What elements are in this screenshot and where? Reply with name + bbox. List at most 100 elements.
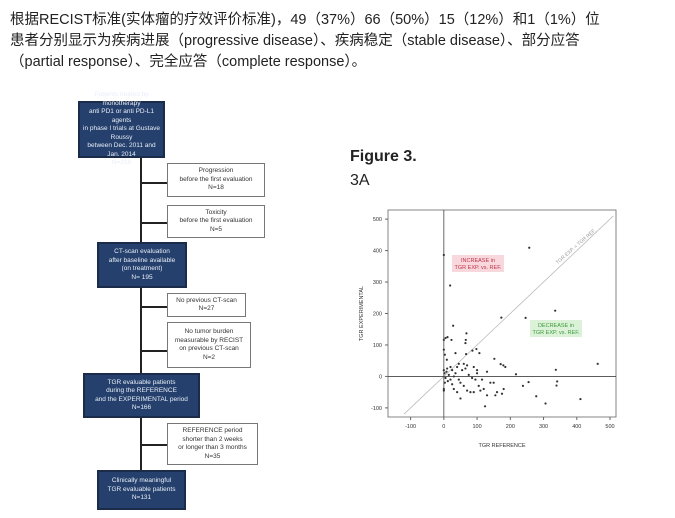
data-point bbox=[457, 378, 460, 381]
decrease-label: DECREASE in bbox=[538, 323, 574, 329]
box-text-line: Clinically meaningful bbox=[111, 477, 172, 485]
box-text-line: TGR evaluable patients bbox=[107, 378, 176, 386]
data-point bbox=[444, 376, 447, 380]
box-text-line: Progression bbox=[198, 167, 234, 175]
data-point bbox=[500, 392, 504, 395]
data-point bbox=[442, 348, 445, 351]
data-point bbox=[446, 380, 449, 383]
data-point bbox=[442, 253, 445, 257]
data-point bbox=[500, 316, 503, 319]
data-point bbox=[459, 381, 462, 384]
box-text-line: (on treatment) bbox=[121, 265, 163, 272]
flow-main-box: CT-scan evaluation after baseline availab… bbox=[97, 242, 187, 288]
data-point bbox=[445, 370, 448, 373]
box-text-line: TGR evaluable patients bbox=[107, 485, 176, 493]
data-point bbox=[485, 394, 489, 397]
flow-excluded-box: Progression before the first evaluation N=… bbox=[167, 163, 265, 197]
data-point bbox=[470, 376, 474, 380]
flow-main-box: TGR evaluable patients during the REFEREN… bbox=[83, 373, 200, 418]
box-text-line: No previous CT-scan bbox=[176, 296, 237, 304]
data-point bbox=[464, 341, 467, 345]
x-tick-label: 0 bbox=[442, 424, 445, 430]
flow-branch bbox=[141, 182, 167, 184]
box-text-line: in phase I trials at Gustave Roussy bbox=[83, 125, 160, 141]
box-text-line: anti PD1 or anti PD-L1 agents bbox=[88, 108, 155, 124]
data-point bbox=[442, 389, 445, 392]
data-point bbox=[452, 387, 455, 391]
data-point bbox=[485, 370, 489, 373]
flow-branch bbox=[141, 350, 167, 352]
data-point bbox=[475, 372, 479, 375]
paragraph-line: 根据RECIST标准(实体瘤的疗效评价标准)，49（37%）66（50%）15（… bbox=[10, 12, 600, 28]
data-point bbox=[554, 368, 557, 371]
data-point bbox=[483, 405, 487, 408]
data-point bbox=[471, 349, 474, 352]
body-paragraph: 根据RECIST标准(实体瘤的疗效评价标准)，49（37%）66（50%）15（… bbox=[10, 10, 670, 73]
box-text-line: shorter than 2 weeks bbox=[182, 435, 243, 443]
figure-title: Figure 3. bbox=[350, 148, 417, 165]
data-point bbox=[466, 364, 469, 367]
decrease-label-bg bbox=[530, 320, 582, 337]
box-text-line: N=27 bbox=[198, 305, 215, 312]
box-text-line: N=131 bbox=[131, 494, 152, 502]
data-point bbox=[472, 365, 475, 369]
flow-branch bbox=[141, 444, 167, 446]
data-point bbox=[447, 373, 450, 376]
flow-excluded-box: Toxicity before the first evaluation N=5 bbox=[167, 205, 265, 238]
box-text-line: N=5 bbox=[209, 225, 223, 233]
increase-label: INCREASE in bbox=[461, 258, 495, 264]
x-tick-label: -100 bbox=[405, 424, 416, 430]
data-point bbox=[462, 384, 465, 387]
data-point bbox=[494, 394, 497, 397]
data-point bbox=[528, 246, 531, 249]
flow-spine bbox=[140, 158, 142, 470]
box-text-line: after baseline available bbox=[108, 256, 176, 264]
y-tick-label: 0 bbox=[379, 374, 382, 380]
data-point bbox=[514, 373, 518, 376]
flow-main-box: Patients treated by monotherapy anti PD1 … bbox=[78, 91, 165, 166]
data-point bbox=[555, 384, 558, 387]
box-text-line: measurable by RECIST bbox=[174, 336, 244, 344]
data-point bbox=[451, 369, 454, 372]
data-point bbox=[502, 387, 505, 391]
data-point bbox=[521, 384, 525, 387]
x-tick-label: 300 bbox=[539, 424, 548, 430]
data-point bbox=[492, 381, 495, 384]
box-text-line: before the first evaluation bbox=[179, 175, 253, 183]
decrease-label: TGR EXP. vs. REF. bbox=[533, 330, 580, 336]
y-tick-label: 500 bbox=[373, 217, 382, 223]
box-text-line: Patients treated by monotherapy bbox=[94, 91, 149, 107]
data-point bbox=[466, 389, 469, 392]
data-point bbox=[475, 347, 478, 351]
data-point bbox=[544, 402, 547, 405]
data-point bbox=[449, 365, 452, 369]
paragraph-line: 患者分别显示为疾病进展（progressive disease）、疾病稳定（st… bbox=[10, 33, 580, 49]
data-point bbox=[478, 352, 481, 355]
x-tick-label: 200 bbox=[506, 424, 515, 430]
figure-panel-label: 3A bbox=[350, 172, 370, 189]
box-text-line: REFERENCE period bbox=[182, 427, 243, 434]
data-point bbox=[457, 362, 460, 365]
data-point bbox=[459, 397, 462, 400]
data-point bbox=[443, 353, 446, 356]
data-point bbox=[451, 383, 454, 386]
data-point bbox=[452, 324, 455, 327]
data-point bbox=[527, 380, 530, 384]
box-text-line: or longer than 3 months bbox=[178, 444, 247, 451]
box-text-line: No tumor burden bbox=[184, 328, 234, 335]
data-point bbox=[469, 391, 472, 394]
y-tick-label: 300 bbox=[373, 280, 382, 286]
flow-branch bbox=[141, 306, 167, 308]
box-text-line: N=218 bbox=[111, 159, 132, 167]
data-point bbox=[442, 387, 445, 391]
box-text-line: before the first evaluation bbox=[179, 217, 253, 225]
flow-excluded-box: No tumor burden measurable by RECIST on pr… bbox=[167, 322, 251, 368]
increase-label: TGR EXP. vs. REF. bbox=[455, 265, 502, 271]
data-point bbox=[499, 363, 502, 366]
identity-line-label: TGR EXP. = TGR REF. bbox=[555, 228, 597, 266]
y-tick-label: -100 bbox=[371, 406, 382, 412]
data-point bbox=[461, 369, 464, 372]
data-point bbox=[480, 378, 484, 381]
box-text-line: during the REFERENCE bbox=[106, 387, 177, 394]
x-tick-label: 100 bbox=[472, 424, 481, 430]
